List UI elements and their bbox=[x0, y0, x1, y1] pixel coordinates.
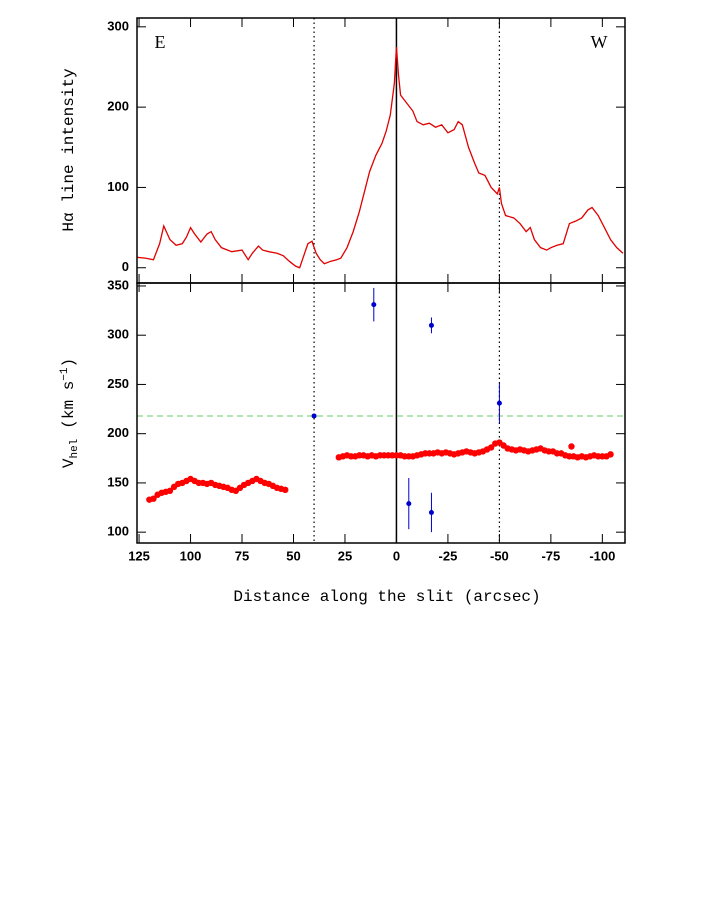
y-tick-label: 100 bbox=[107, 524, 129, 539]
x-tick-label: 25 bbox=[338, 548, 352, 563]
data-point bbox=[428, 509, 434, 515]
x-axis-label: Distance along the slit (arcsec) bbox=[233, 588, 540, 606]
label-part: (km s bbox=[60, 381, 78, 429]
x-tick-label: 0 bbox=[393, 548, 400, 563]
x-tick-label: -100 bbox=[589, 548, 615, 563]
x-tick-label: -75 bbox=[541, 548, 560, 563]
annotation: W bbox=[591, 32, 608, 52]
x-tick-label: 125 bbox=[128, 548, 150, 563]
data-point bbox=[487, 444, 495, 451]
x-tick-label: -50 bbox=[490, 548, 509, 563]
label-part: V bbox=[60, 458, 78, 468]
data-point bbox=[282, 486, 289, 494]
y-tick-label: 0 bbox=[122, 259, 129, 274]
data-point bbox=[371, 302, 377, 308]
data-point bbox=[428, 322, 434, 328]
y-tick-label: 200 bbox=[107, 99, 129, 114]
data-point bbox=[150, 495, 157, 502]
data-point bbox=[496, 400, 502, 406]
data-point bbox=[311, 413, 317, 419]
data-point bbox=[568, 443, 575, 450]
label-superscript: −1 bbox=[59, 367, 71, 381]
x-tick-label: 100 bbox=[180, 548, 202, 563]
y-tick-label: 100 bbox=[107, 179, 129, 194]
y-tick-label: 300 bbox=[107, 327, 129, 342]
data-line bbox=[136, 46, 624, 269]
label-part: ) bbox=[60, 358, 78, 368]
data-point bbox=[607, 451, 614, 458]
y-tick-label: 150 bbox=[107, 474, 129, 489]
y-tick-label: 250 bbox=[107, 376, 129, 391]
label-subscript: hel bbox=[69, 439, 81, 459]
y-axis-label: Hα line intensity bbox=[60, 68, 78, 232]
plot-frame bbox=[136, 282, 626, 544]
annotation: E bbox=[155, 32, 166, 52]
data-point bbox=[406, 501, 412, 507]
x-tick-label: 50 bbox=[286, 548, 300, 563]
x-tick-label: -25 bbox=[439, 548, 458, 563]
y-tick-label: 200 bbox=[107, 425, 129, 440]
plot-frame bbox=[136, 17, 626, 284]
y-tick-label: 350 bbox=[107, 277, 129, 292]
data-point bbox=[166, 487, 174, 495]
y-tick-label: 300 bbox=[107, 18, 129, 33]
y-axis-label: Vhel (km s−1) bbox=[59, 358, 81, 468]
x-tick-label: 75 bbox=[235, 548, 249, 563]
